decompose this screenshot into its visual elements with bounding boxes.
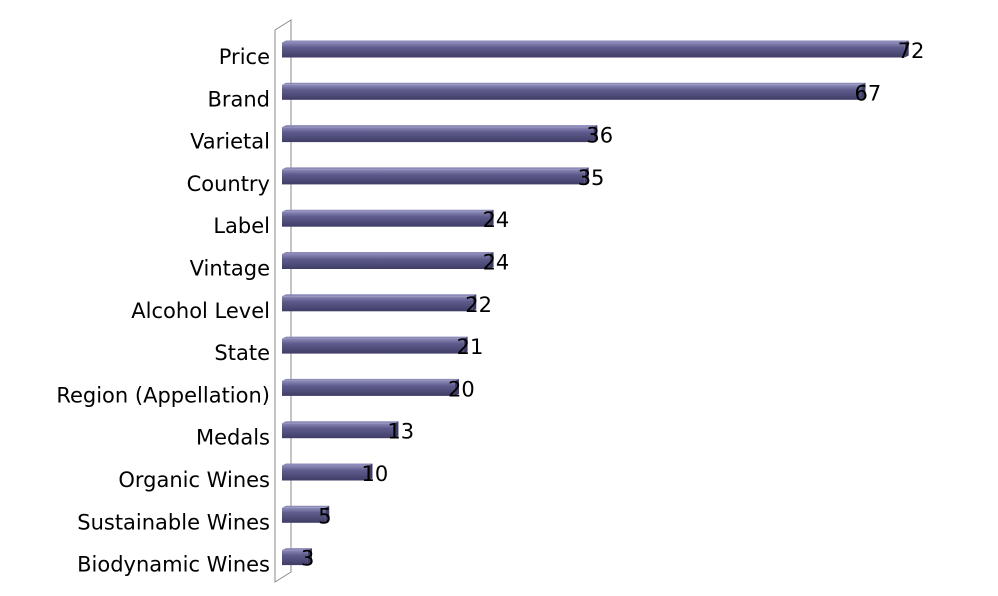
data-label: 35 <box>578 166 605 190</box>
data-label: 5 <box>318 504 331 528</box>
bar <box>282 125 598 143</box>
bar-front-face <box>282 296 473 312</box>
bar <box>282 209 494 227</box>
data-label: 24 <box>483 251 510 275</box>
bar-end-cap <box>325 505 330 523</box>
bar-end-cap <box>307 548 312 566</box>
bar <box>282 336 468 354</box>
bar <box>282 252 494 269</box>
bar <box>282 40 909 58</box>
bar-end-cap <box>394 421 399 439</box>
category-tick-label: Label <box>213 214 270 238</box>
bar-end-cap <box>368 463 373 481</box>
bar-end-cap <box>584 167 589 185</box>
category-tick-label: Organic Wines <box>118 468 270 492</box>
bar-front-face <box>282 127 594 143</box>
category-tick-label: State <box>214 341 270 365</box>
bar <box>282 421 399 439</box>
category-tick-label: Alcohol Level <box>131 299 270 323</box>
data-label: 22 <box>465 293 492 317</box>
category-tick-label: Region (Appellation) <box>56 383 270 407</box>
bar-top-face <box>282 548 312 551</box>
bar <box>282 505 330 523</box>
bar-end-cap <box>489 209 494 227</box>
bar-front-face <box>282 550 308 566</box>
bar-end-cap <box>861 82 866 100</box>
bar-top-face <box>282 505 330 508</box>
bar-end-cap <box>463 336 468 354</box>
bar <box>282 378 459 396</box>
bar-front-face <box>282 338 464 354</box>
data-label: 72 <box>898 39 925 63</box>
bar-top-face <box>282 252 494 254</box>
data-label: 67 <box>854 81 881 105</box>
bar-front-face <box>282 507 326 523</box>
bar-top-face <box>282 294 477 297</box>
bar-end-cap <box>472 294 477 312</box>
bar-top-face <box>282 167 589 170</box>
bar <box>282 167 589 185</box>
bar <box>282 548 312 566</box>
bar-front-face <box>282 423 395 439</box>
data-label: 24 <box>483 208 510 232</box>
category-tick-label: Country <box>187 172 270 196</box>
data-label: 20 <box>448 377 475 401</box>
bar-front-face <box>282 465 369 481</box>
category-tick-label: Sustainable Wines <box>77 510 270 534</box>
bar-top-face <box>282 421 399 424</box>
bar-top-face <box>282 40 909 43</box>
bar-front-face <box>282 380 455 396</box>
category-tick-label: Vintage <box>190 257 270 281</box>
bar-end-cap <box>904 40 909 58</box>
bar-end-cap <box>454 378 459 396</box>
data-label: 21 <box>457 335 484 359</box>
category-tick-label: Brand <box>207 87 270 111</box>
bar-end-cap <box>593 125 598 143</box>
bar-front-face <box>282 42 905 58</box>
bar-front-face <box>282 84 862 100</box>
bar-front-face <box>282 254 490 269</box>
category-tick-label: Biodynamic Wines <box>77 553 270 577</box>
category-tick-label: Price <box>219 45 270 69</box>
bar-top-face <box>282 463 373 466</box>
bar-top-face <box>282 336 468 339</box>
bar-front-face <box>282 169 585 185</box>
bar-top-face <box>282 125 598 128</box>
category-axis-wall <box>274 19 292 583</box>
data-label: 3 <box>301 547 314 571</box>
bar <box>282 82 866 100</box>
bar-end-cap <box>489 252 494 269</box>
category-tick-label: Medals <box>196 426 270 450</box>
category-tick-label: Varietal <box>190 130 270 154</box>
bar <box>282 463 373 481</box>
bar-top-face <box>282 378 459 381</box>
data-label: 13 <box>387 420 414 444</box>
bar-front-face <box>282 211 490 227</box>
data-label: 36 <box>586 124 613 148</box>
data-label: 10 <box>361 462 388 486</box>
bar <box>282 294 477 312</box>
bar-top-face <box>282 209 494 212</box>
bar-top-face <box>282 82 866 85</box>
